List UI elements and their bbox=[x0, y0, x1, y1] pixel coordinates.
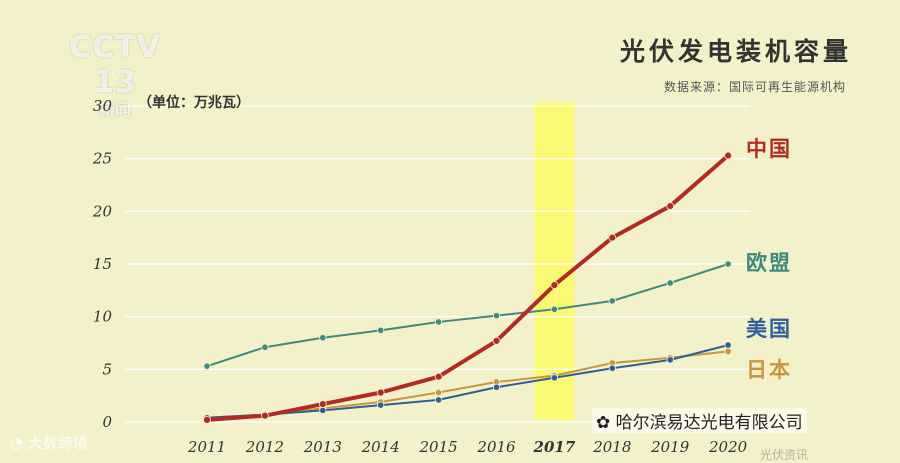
data-point bbox=[434, 396, 443, 404]
series-label: 欧盟 bbox=[746, 251, 792, 275]
data-point bbox=[724, 341, 732, 349]
data-point bbox=[203, 415, 211, 424]
y-axis-unit: （单位：万兆瓦） bbox=[138, 94, 250, 111]
left-watermark: ◔ 大数跨境 bbox=[10, 432, 88, 453]
data-point bbox=[319, 334, 327, 342]
data-point bbox=[260, 411, 269, 420]
highlight-band bbox=[534, 102, 575, 420]
y-tick-label: 5 bbox=[102, 360, 112, 378]
data-point bbox=[377, 401, 385, 409]
x-tick-label: 2017 bbox=[533, 438, 576, 456]
data-point bbox=[608, 297, 616, 305]
y-tick-label: 0 bbox=[102, 413, 112, 431]
series-line bbox=[206, 263, 730, 368]
right-watermark: 光伏资讯 bbox=[760, 448, 809, 462]
x-tick-label: 2012 bbox=[245, 438, 284, 456]
logo-sub: 新闻 bbox=[98, 100, 131, 119]
data-point bbox=[666, 202, 675, 210]
series-line bbox=[205, 153, 731, 422]
x-tick-label: 2019 bbox=[650, 438, 690, 456]
weibo-icon: ◔ bbox=[10, 434, 24, 452]
series-label: 日本 bbox=[746, 358, 792, 382]
data-point bbox=[550, 281, 559, 289]
data-point bbox=[550, 305, 559, 313]
series-label: 美国 bbox=[746, 317, 792, 341]
series-line bbox=[206, 344, 730, 419]
x-tick-label: 2016 bbox=[476, 438, 516, 456]
x-tick-label: 2014 bbox=[361, 438, 400, 456]
data-point bbox=[666, 356, 674, 364]
x-tick-label: 2018 bbox=[592, 438, 631, 456]
data-point bbox=[608, 364, 616, 372]
y-tick-label: 20 bbox=[92, 202, 113, 220]
data-point bbox=[376, 388, 385, 397]
data-point bbox=[319, 406, 327, 415]
data-point bbox=[203, 362, 211, 370]
x-tick-label: 2020 bbox=[708, 438, 748, 456]
data-point bbox=[261, 343, 269, 351]
data-point bbox=[550, 374, 559, 382]
chart-title: 光伏发电装机容量 bbox=[619, 37, 852, 66]
y-tick-label: 25 bbox=[92, 150, 112, 168]
data-point bbox=[492, 336, 501, 345]
data-point bbox=[492, 312, 501, 320]
x-tick-label: 2011 bbox=[187, 438, 226, 456]
company-name: 哈尔滨易达光电有限公司 bbox=[615, 413, 803, 433]
data-point bbox=[666, 279, 674, 287]
y-tick-label: 15 bbox=[93, 255, 112, 273]
y-tick-label: 10 bbox=[93, 308, 113, 326]
data-point bbox=[724, 151, 732, 160]
series-label: 中国 bbox=[746, 137, 792, 161]
logo-main: CCTV 13 bbox=[69, 30, 161, 100]
data-point bbox=[492, 383, 501, 391]
company-watermark: ✿ 哈尔滨易达光电有限公司 bbox=[592, 408, 807, 433]
data-point bbox=[724, 347, 732, 356]
x-tick-label: 2015 bbox=[419, 438, 458, 456]
data-point bbox=[377, 326, 385, 334]
x-tick-label: 2013 bbox=[303, 438, 342, 456]
data-point bbox=[434, 318, 443, 326]
data-point bbox=[318, 400, 327, 408]
data-source: 数据来源：国际可再生能源机构 bbox=[663, 80, 846, 94]
data-point bbox=[434, 388, 443, 397]
data-point bbox=[434, 372, 443, 381]
cctv-logo: CCTV 13 新闻 bbox=[55, 30, 175, 119]
data-point bbox=[724, 260, 732, 268]
left-watermark-text: 大数跨境 bbox=[27, 434, 88, 452]
wechat-icon: ✿ bbox=[596, 413, 611, 433]
y-tick-label: 30 bbox=[93, 97, 113, 115]
data-point bbox=[608, 233, 617, 242]
